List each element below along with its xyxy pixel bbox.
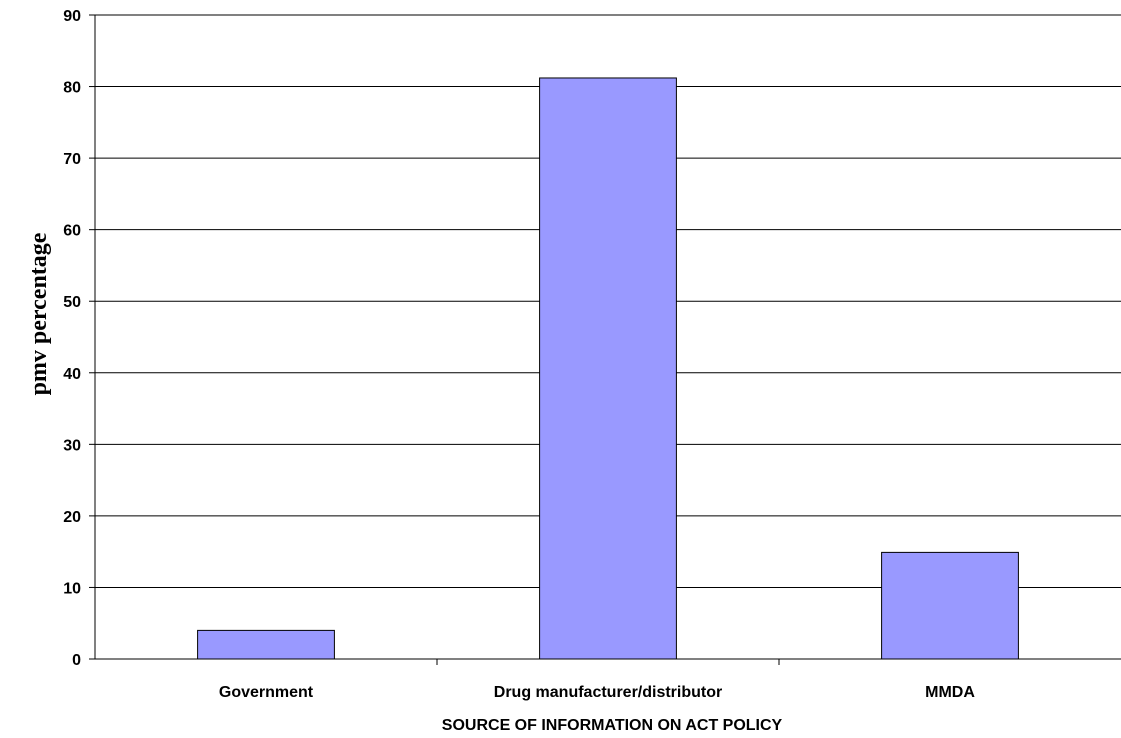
y-tick-label: 90 — [63, 8, 81, 25]
y-tick-label: 10 — [63, 580, 81, 597]
category-labels: Government Drug manufacturer/distributor M… — [219, 684, 975, 701]
bars — [197, 77, 1019, 660]
bar — [539, 77, 677, 660]
y-tick-label: 0 — [72, 652, 81, 669]
y-tick-label: 20 — [63, 509, 81, 526]
y-tick-label: 60 — [63, 223, 81, 240]
y-tick-labels: 0 10 20 30 40 50 60 70 80 90 — [63, 8, 95, 669]
category-label: Government — [219, 684, 314, 701]
bar — [881, 551, 1019, 660]
y-axis-label: pmv percentage — [26, 232, 52, 395]
category-label: MMDA — [925, 684, 975, 701]
y-tick-label: 80 — [63, 80, 81, 97]
x-axis-label: SOURCE OF INFORMATION ON ACT POLICY — [442, 717, 783, 734]
y-tick-label: 40 — [63, 366, 81, 383]
bar — [197, 629, 335, 660]
y-tick-label: 50 — [63, 294, 81, 311]
y-tick-label: 30 — [63, 437, 81, 454]
axes — [94, 15, 1121, 665]
category-label: Drug manufacturer/distributor — [494, 684, 722, 701]
y-tick-label: 70 — [63, 151, 81, 168]
